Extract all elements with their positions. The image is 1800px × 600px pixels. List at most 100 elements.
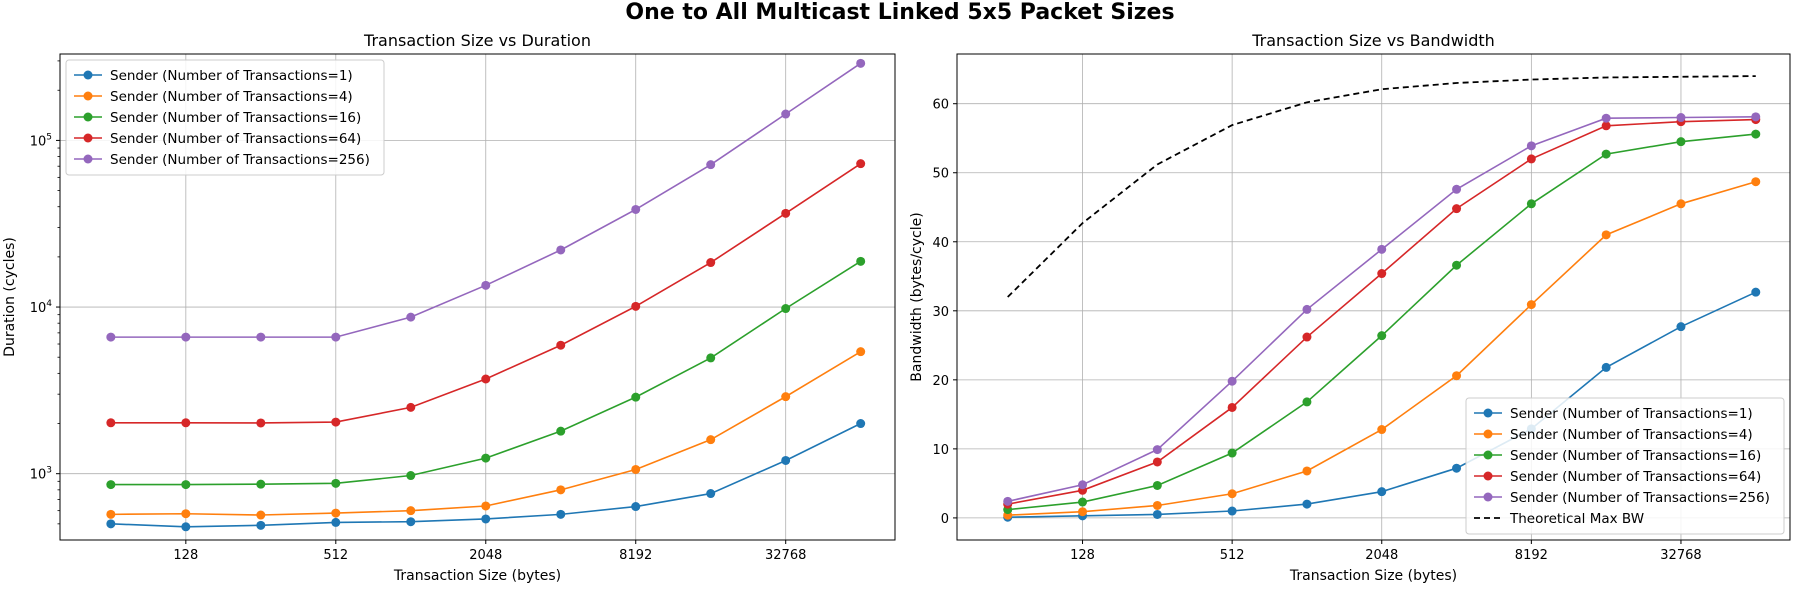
data-point [631,464,641,474]
y-tick-label: 104 [30,299,53,316]
legend-label: Sender (Number of Transactions=4) [1510,427,1753,443]
data-point [556,509,566,519]
data-point [1302,304,1312,314]
subplot-title: Transaction Size vs Duration [363,31,591,50]
x-tick-label: 512 [323,548,348,563]
y-tick-label: 30 [932,305,949,320]
data-point [631,301,641,311]
legend-marker [83,154,93,164]
data-point [1152,509,1162,519]
data-point [1377,487,1387,497]
plot-frame [956,53,1791,541]
data-point [406,517,416,527]
data-point [556,485,566,495]
data-point [706,160,716,170]
legend-label: Sender (Number of Transactions=16) [1510,448,1761,464]
y-tick-label: 20 [932,374,949,389]
y-tick-label: 105 [30,132,52,149]
data-point [181,418,191,428]
x-tick-label: 2048 [1365,548,1398,563]
data-point [1152,445,1162,455]
data-point [1302,332,1312,342]
x-tick-label: 32768 [1660,548,1701,563]
data-point [1452,184,1462,194]
legend-label: Sender (Number of Transactions=256) [110,152,370,168]
y-tick-label-base: 10 [30,134,47,149]
data-point [106,480,116,490]
data-point [1152,457,1162,467]
x-tick-label: 2048 [469,548,502,563]
data-point [1601,121,1611,131]
legend-marker [83,91,93,101]
data-point [631,392,641,402]
x-tick-label: 128 [1070,548,1095,563]
data-point [1676,113,1686,123]
data-point [1751,112,1761,122]
data-point [181,332,191,342]
figure-title: One to All Multicast Linked 5x5 Packet S… [625,0,1175,25]
data-point [1078,497,1088,507]
data-point [781,109,791,119]
y-tick-label-exponent: 4 [46,299,52,309]
y-tick-label-base: 10 [30,301,47,316]
legend-label: Sender (Number of Transactions=4) [110,89,353,105]
data-point [1152,500,1162,510]
data-point [1751,177,1761,187]
data-point [106,509,116,519]
data-point [1302,466,1312,476]
series-group [1003,75,1761,522]
y-axis-label: Bandwidth (bytes/cycle) [909,212,925,381]
data-point [331,417,341,427]
data-point [106,418,116,428]
data-point [1227,402,1237,412]
data-point [256,520,266,530]
data-point [706,258,716,268]
data-point [1601,113,1611,123]
plot-frame [59,53,896,541]
legend-box [1465,397,1785,535]
data-point [1601,362,1611,372]
data-point [1526,199,1536,209]
data-point [706,435,716,445]
data-point [406,506,416,516]
data-point [1377,425,1387,435]
data-point [256,479,266,489]
data-point [631,502,641,512]
data-point [1227,448,1237,458]
y-tick-label: 103 [30,466,52,483]
legend-label: Sender (Number of Transactions=16) [110,110,361,126]
y-tick-label: 60 [932,98,949,113]
y-tick-label: 50 [932,167,949,182]
data-point [1601,230,1611,240]
data-point [556,426,566,436]
data-point [406,402,416,412]
data-point [106,332,116,342]
y-tick-label: 10 [932,443,949,458]
data-point [181,509,191,519]
data-point [1152,480,1162,490]
y-axis-label: Duration (cycles) [2,237,18,357]
data-point [1526,300,1536,310]
data-point [1676,199,1686,209]
data-point [1377,331,1387,341]
data-point [331,508,341,518]
data-point [1078,507,1088,517]
legend-marker [83,112,93,122]
legend-label: Sender (Number of Transactions=64) [110,131,361,147]
data-point [256,332,266,342]
data-point [781,208,791,218]
data-point [481,514,491,524]
data-point [406,312,416,322]
data-point [781,392,791,402]
y-tick-label: 0 [941,512,949,527]
data-point [1751,129,1761,139]
data-point [856,159,866,169]
x-tick-label: 8192 [1515,548,1548,563]
data-point [706,489,716,499]
data-point [1003,496,1013,506]
data-point [256,418,266,428]
data-point [556,340,566,350]
subplot-title: Transaction Size vs Bandwidth [1251,31,1495,50]
data-point [1676,137,1686,147]
data-point [1377,269,1387,279]
